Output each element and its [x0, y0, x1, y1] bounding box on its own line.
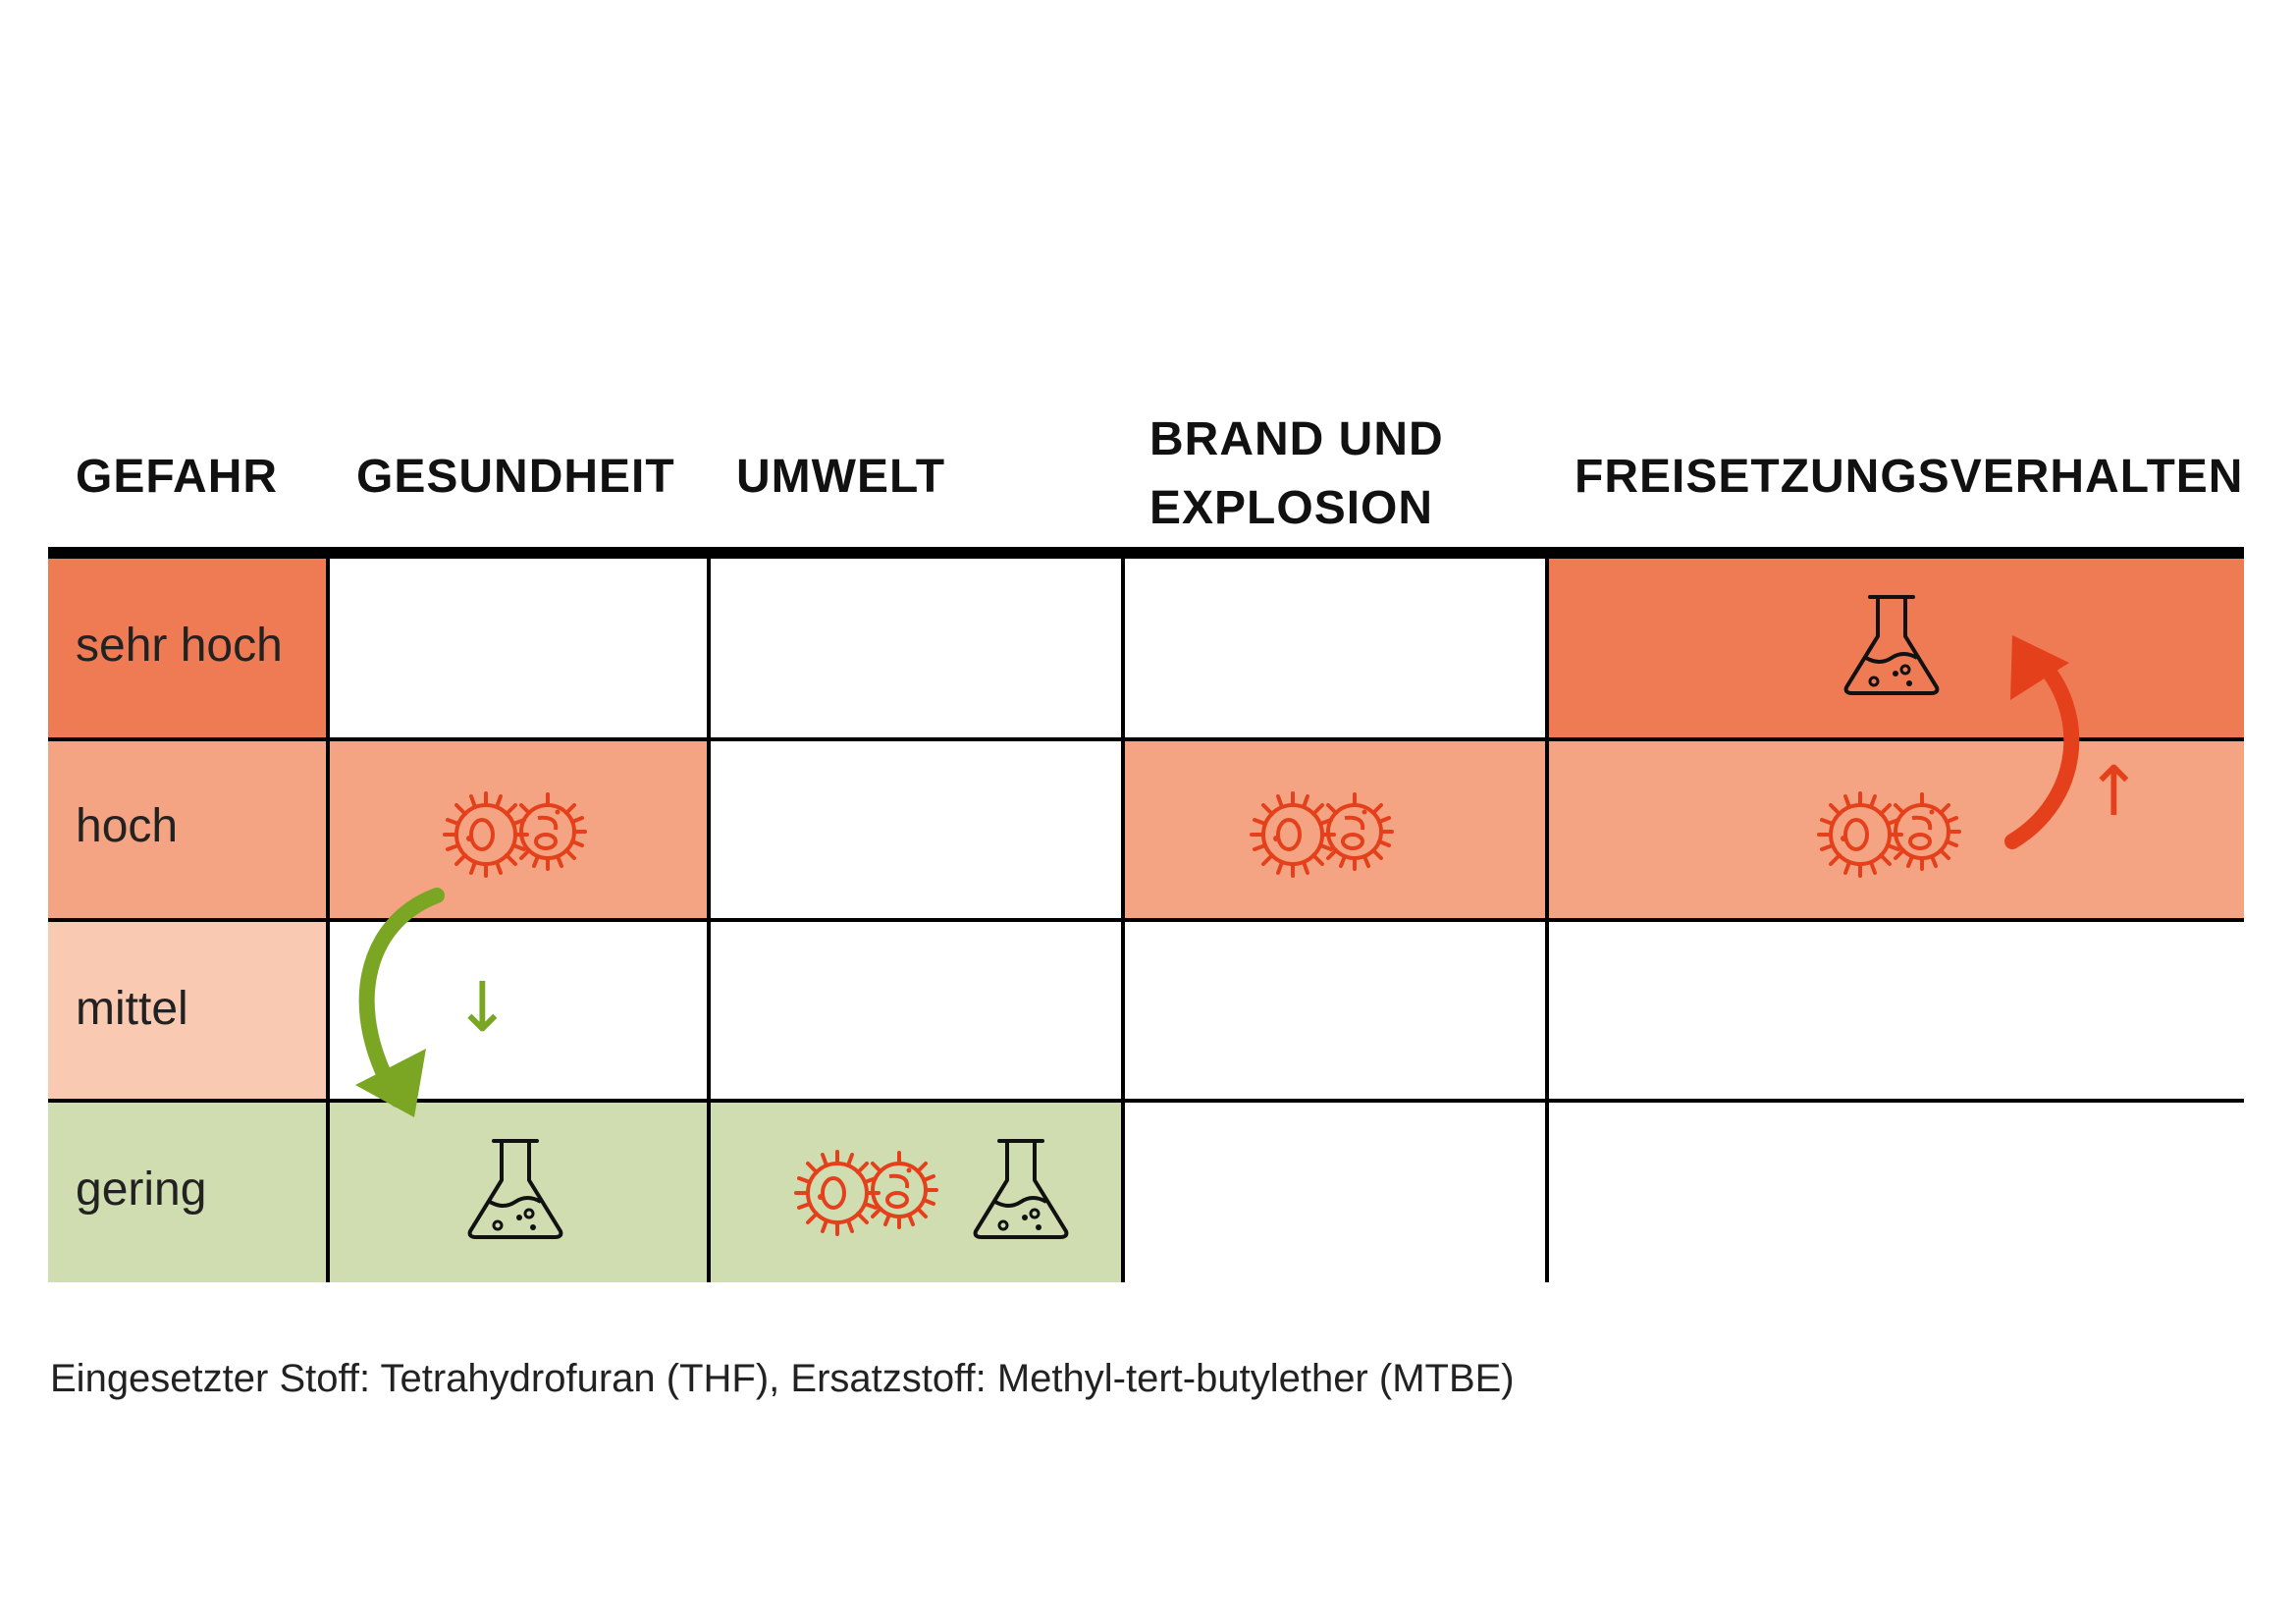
bacteria-icon [1817, 791, 1961, 878]
header-gefahr: GEFAHR [76, 451, 279, 503]
flask-icon [467, 1139, 563, 1239]
flask-icon [973, 1139, 1069, 1239]
header-divider [48, 547, 2244, 559]
row-divider [48, 1099, 2244, 1103]
row-label-hoch: hoch [76, 800, 179, 852]
curved-arrow-up-icon [2004, 635, 2080, 849]
column-divider [707, 559, 711, 1282]
cell-hoch-label [48, 739, 328, 920]
header-brand-line1: BRAND UND [1149, 413, 1444, 465]
curved-arrow-down-icon [355, 888, 445, 1117]
caption: Eingesetzter Stoff: Tetrahydrofuran (THF… [50, 1357, 1515, 1400]
column-divider [1121, 559, 1125, 1282]
flask-icon [1843, 595, 1940, 695]
row-label-gering: gering [76, 1164, 207, 1216]
header-umwelt: UMWELT [736, 451, 946, 503]
up-arrow-icon: ↑ [2085, 751, 2143, 832]
cell-gering-label [48, 1101, 328, 1282]
header-brand-und-explosion: BRAND UND EXPLOSION [1149, 406, 1444, 543]
bacteria-icon [1250, 791, 1394, 878]
row-divider [48, 737, 2244, 741]
row-label-mittel: mittel [76, 983, 188, 1035]
cell-sehr-hoch-label [48, 559, 328, 739]
cell-gering-umwelt [711, 1101, 1123, 1282]
cell-gering-gesundheit [330, 1101, 709, 1282]
cell-sehr-hoch-freisetzung [1549, 559, 2244, 739]
header-gesundheit: GESUNDHEIT [356, 451, 675, 503]
header-freisetzungsverhalten: FREISETZUNGSVERHALTEN [1575, 451, 2244, 503]
column-divider [326, 559, 330, 1282]
bacteria-icon [443, 791, 587, 878]
column-divider [1545, 559, 1549, 1282]
cell-mittel-label [48, 920, 328, 1101]
bacteria-icon [794, 1150, 938, 1236]
cell-hoch-brand [1125, 739, 1549, 920]
row-divider [48, 918, 2244, 922]
header-brand-line2: EXPLOSION [1149, 482, 1434, 534]
row-label-sehr-hoch: sehr hoch [76, 620, 283, 672]
cell-hoch-gesundheit [330, 739, 709, 920]
down-arrow-icon: ↓ [454, 967, 511, 1048]
